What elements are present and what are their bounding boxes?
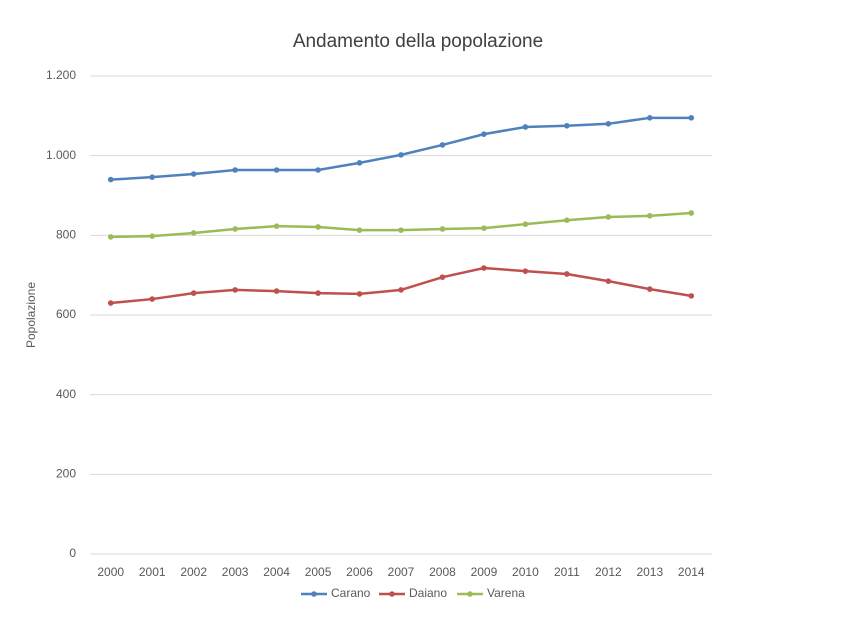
x-tick-label: 2010 [512,565,539,579]
x-tick-label: 2012 [595,565,622,579]
point [398,152,404,158]
point [232,167,238,173]
x-tick-label: 2006 [346,565,373,579]
y-tick-label: 0 [69,546,76,560]
point [564,271,570,277]
point [273,223,280,229]
point [647,115,653,121]
point [149,296,155,302]
x-tick-label: 2011 [554,565,580,579]
point [522,221,529,227]
y-tick-label: 1.200 [46,68,76,82]
point [439,274,446,280]
point [398,227,404,233]
legend-marker [389,591,395,597]
point [232,226,238,232]
legend-label: Daiano [409,586,447,600]
y-tick-label: 800 [56,228,76,242]
point [481,225,487,231]
point [107,300,114,306]
point [647,213,653,219]
x-tick-label: 2000 [97,565,124,579]
x-tick-label: 2008 [429,565,456,579]
point [522,124,529,130]
point [481,131,487,137]
point [564,122,570,129]
point [564,217,570,223]
point [688,115,695,121]
legend-marker [467,591,473,597]
chart-title: Andamento della popolazione [293,31,543,52]
point [605,121,612,127]
point [273,167,280,173]
point [356,227,363,233]
point [190,171,197,177]
point [688,293,695,299]
x-tick-label: 2014 [678,565,705,579]
point [647,286,653,292]
point [398,287,404,293]
point [107,234,114,240]
x-tick-label: 2003 [222,565,249,579]
legend-label: Varena [487,586,525,600]
point [273,288,280,294]
x-tick-label: 2004 [263,565,290,579]
point [149,174,155,180]
point [232,287,238,293]
y-tick-label: 1.000 [46,148,76,162]
point [149,233,155,239]
point [356,291,363,297]
point [439,226,446,232]
point [481,265,487,271]
x-tick-label: 2002 [180,565,207,579]
x-tick-label: 2007 [388,565,415,579]
x-tick-label: 2009 [471,565,498,579]
point [315,224,321,230]
point [107,176,114,183]
x-tick-label: 2001 [139,565,166,579]
series-line [110,266,692,305]
point [605,278,612,284]
point [439,142,446,148]
point [522,268,529,274]
point [190,290,197,296]
point [315,167,321,173]
x-tick-label: 2005 [305,565,332,579]
y-tick-label: 600 [56,307,76,321]
y-tick-label: 400 [56,387,76,401]
y-tick-label: 200 [56,467,76,481]
legend-marker [311,591,317,597]
series-line [110,116,692,181]
series-line [110,211,692,239]
point [605,214,612,220]
point [688,210,695,216]
point [315,290,321,296]
y-axis-label: Popolazione [24,282,38,348]
x-tick-label: 2013 [636,565,663,579]
point [356,160,363,166]
point [190,230,197,236]
legend-label: Carano [331,586,371,600]
